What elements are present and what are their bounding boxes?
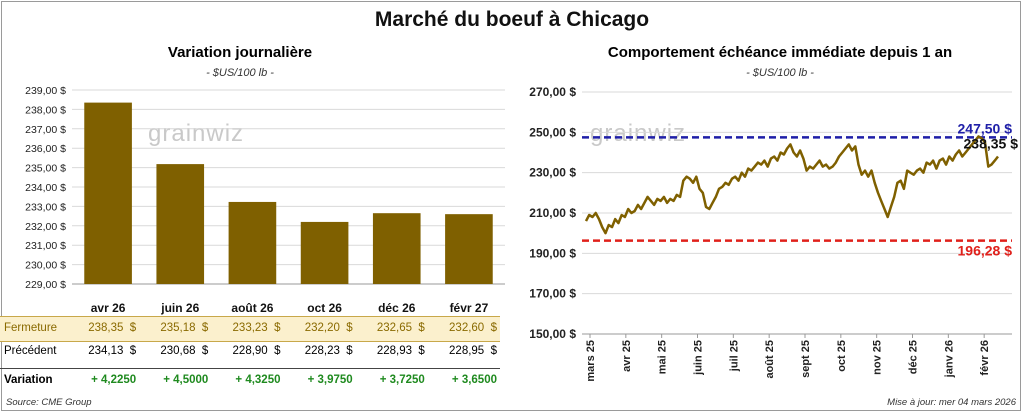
bar — [445, 214, 493, 284]
right-chart-title: Comportement échéance immédiate depuis 1… — [607, 44, 953, 61]
x-tick-label: juil 25 — [728, 340, 740, 372]
x-tick-label: mai 25 — [657, 340, 669, 374]
bar — [84, 102, 132, 284]
table-row-close: Fermeture 238,35 $ 235,18 $ 233,23 $ 232,20… — [0, 316, 500, 342]
table-cell: + 3,6500 — [451, 374, 497, 386]
y-tick-label: 236,00 $ — [25, 143, 66, 155]
table-cell: 228,93 $ — [376, 345, 425, 357]
main-title: Marché du boeuf à Chicago — [374, 8, 650, 31]
table-cell: + 4,2250 — [91, 374, 137, 386]
table-cell: + 3,7250 — [379, 374, 425, 386]
x-tick-label: sept 25 — [800, 340, 812, 378]
y-tick-label: 239,00 $ — [25, 85, 66, 97]
table-cell: 228,23 $ — [304, 345, 353, 357]
x-tick-label: août 26 — [231, 301, 273, 315]
table-cell: + 4,3250 — [235, 374, 281, 386]
bar-chart: 229,00 $ 230,00 $ 231,00 $ 232,00 $ 233,00 $… — [25, 85, 505, 315]
table-cell: 232,20 $ — [304, 322, 353, 334]
y-tick-label: 229,00 $ — [25, 279, 66, 291]
line-chart: 150,00 $ 170,00 $ 190,00 $ 210,00 $ 230,00 $… — [529, 85, 1019, 382]
table-cell: 238,35 $ — [88, 322, 137, 334]
y-tick-label: 230,00 $ — [25, 260, 66, 272]
bar — [228, 201, 277, 284]
y-tick-label: 235,00 $ — [25, 163, 66, 175]
right-watermark: grainwiz — [590, 120, 687, 147]
table-cell: 233,23 $ — [232, 322, 281, 334]
table-cell: 234,13 $ — [88, 345, 137, 357]
source-note: Source: CME Group — [6, 397, 92, 408]
reference-label: 196,28 $ — [958, 243, 1013, 259]
bar — [372, 213, 421, 284]
x-tick-label: janv 26 — [943, 340, 955, 378]
y-tick-label: 250,00 $ — [529, 125, 576, 139]
table-cell: + 3,9750 — [307, 374, 353, 386]
table-row-variation: Variation + 4,2250 + 4,5000 + 4,3250 + 3,97… — [0, 368, 500, 393]
table-row-previous: Précédent 234,13 $ 230,68 $ 228,90 $ 228,23… — [0, 340, 500, 364]
y-tick-label: 150,00 $ — [529, 327, 576, 341]
y-tick-label: 210,00 $ — [529, 206, 576, 220]
x-tick-label: nov 25 — [872, 340, 884, 375]
table-cell: 228,90 $ — [232, 345, 281, 357]
y-tick-label: 233,00 $ — [25, 201, 66, 213]
x-tick-label: juin 26 — [160, 301, 199, 315]
y-tick-label: 270,00 $ — [529, 85, 576, 99]
bar — [156, 164, 205, 284]
x-tick-label: oct 25 — [836, 340, 848, 372]
row-label-close: Fermeture — [4, 322, 58, 334]
table-cell: 230,68 $ — [160, 345, 209, 357]
last-value-label: 238,35 $ — [964, 135, 1019, 151]
table-cell: 228,95 $ — [449, 345, 497, 357]
left-watermark: grainwiz — [148, 120, 245, 147]
x-tick-label: oct 26 — [307, 301, 342, 315]
x-tick-label: mars 25 — [585, 340, 597, 382]
left-chart-subtitle: - $US/100 lb - — [206, 67, 274, 79]
y-tick-label: 170,00 $ — [529, 287, 576, 301]
update-note: Mise à jour: mer 04 mars 2026 — [887, 397, 1016, 408]
table-cell: 232,65 $ — [376, 322, 425, 334]
x-tick-label: avr 25 — [621, 340, 633, 372]
y-tick-label: 232,00 $ — [25, 221, 66, 233]
y-tick-label: 238,00 $ — [25, 104, 66, 116]
table-cell: 232,60 $ — [449, 322, 497, 334]
left-chart-title: Variation journalière — [167, 44, 313, 61]
x-tick-label: août 25 — [764, 340, 776, 379]
row-label-variation: Variation — [4, 374, 53, 386]
bar — [300, 221, 349, 284]
x-tick-label: avr 26 — [91, 301, 126, 315]
right-chart-subtitle: - $US/100 lb - — [746, 67, 814, 79]
y-tick-label: 237,00 $ — [25, 124, 66, 136]
x-tick-label: déc 26 — [378, 301, 416, 315]
y-tick-label: 231,00 $ — [25, 240, 66, 252]
table-cell: 235,18 $ — [160, 322, 209, 334]
x-tick-label: déc 25 — [908, 340, 920, 374]
series-line — [584, 135, 999, 235]
row-label-previous: Précédent — [4, 345, 57, 357]
x-tick-label: juin 25 — [693, 340, 705, 376]
x-tick-label: févr 26 — [979, 340, 991, 375]
reference-label: 247,50 $ — [958, 120, 1013, 136]
y-tick-label: 190,00 $ — [529, 246, 576, 260]
y-tick-label: 234,00 $ — [25, 182, 66, 194]
y-tick-label: 230,00 $ — [529, 166, 576, 180]
x-tick-label: févr 27 — [450, 301, 489, 315]
table-cell: + 4,5000 — [163, 374, 209, 386]
